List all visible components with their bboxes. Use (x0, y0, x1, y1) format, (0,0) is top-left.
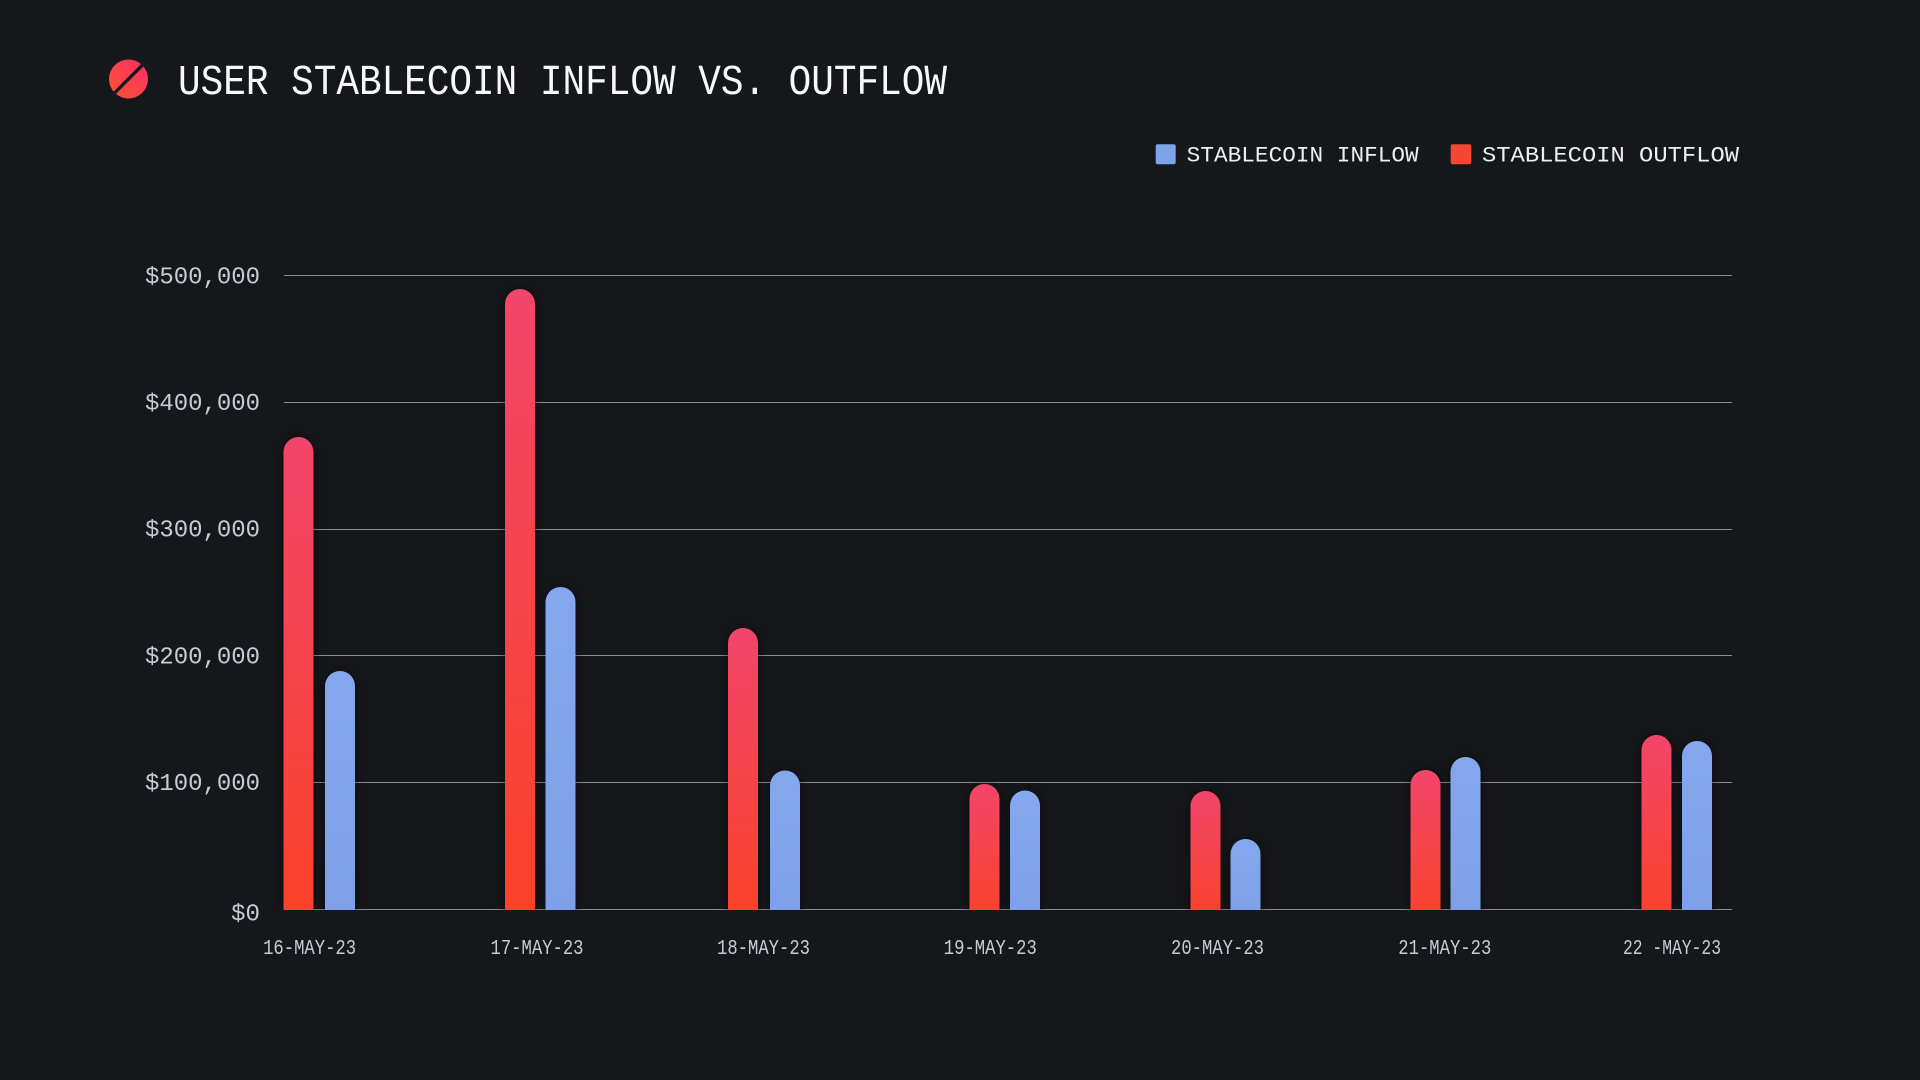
svg-text:22 -MAY-23: 22 -MAY-23 (1623, 937, 1721, 961)
svg-text:$500,000: $500,000 (145, 264, 260, 291)
svg-text:$200,000: $200,000 (145, 644, 260, 671)
svg-text:17-MAY-23: 17-MAY-23 (491, 937, 584, 961)
svg-text:STABLECOIN OUTFLOW: STABLECOIN OUTFLOW (1482, 144, 1740, 169)
svg-text:$0: $0 (231, 902, 260, 929)
svg-text:$400,000: $400,000 (145, 391, 260, 418)
svg-text:16-MAY-23: 16-MAY-23 (263, 937, 356, 961)
svg-text:USER STABLECOIN INFLOW VS. OUT: USER STABLECOIN INFLOW VS. OUTFLOW (178, 58, 947, 107)
svg-text:18-MAY-23: 18-MAY-23 (717, 937, 810, 961)
svg-text:$100,000: $100,000 (145, 771, 260, 798)
svg-text:20-MAY-23: 20-MAY-23 (1171, 937, 1264, 961)
svg-text:21-MAY-23: 21-MAY-23 (1398, 937, 1491, 961)
svg-text:$300,000: $300,000 (145, 518, 260, 545)
svg-text:STABLECOIN INFLOW: STABLECOIN INFLOW (1187, 144, 1420, 169)
svg-text:19-MAY-23: 19-MAY-23 (944, 937, 1037, 961)
